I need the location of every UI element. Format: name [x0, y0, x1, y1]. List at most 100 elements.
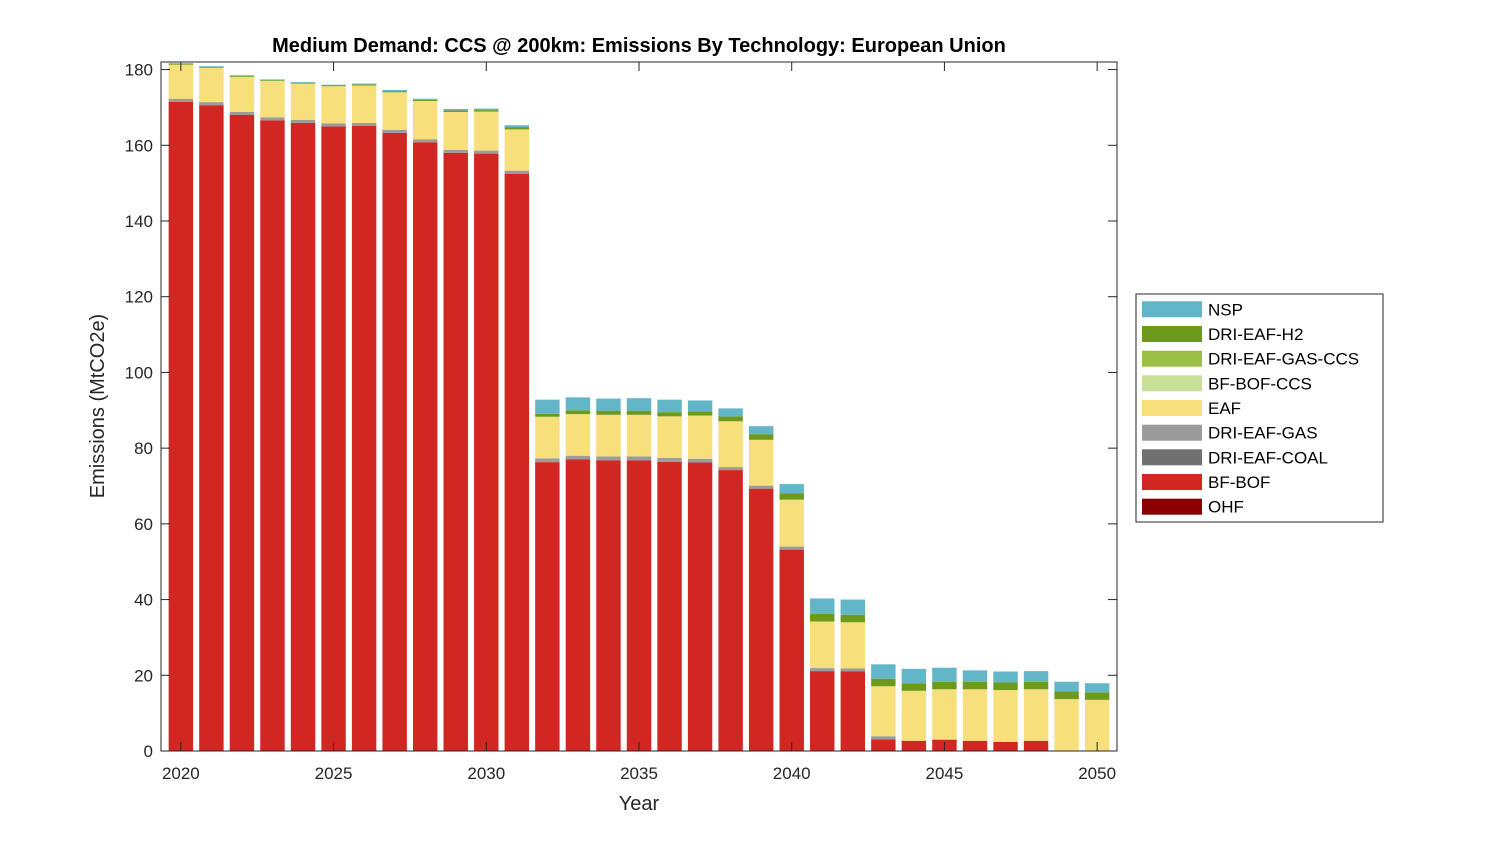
bar-segment-dri-eaf-gas-2039 — [748, 485, 774, 489]
bar-segment-bf-bof-2039 — [748, 488, 774, 751]
bar-segment-bf-bof-2043 — [871, 739, 896, 751]
bar-segment-dri-eaf-h2-2042 — [840, 614, 866, 623]
bar-segment-dri-eaf-h2-2023 — [260, 80, 285, 81]
bar-segment-dri-eaf-gas-2026 — [351, 122, 377, 126]
y-tick-label: 40 — [134, 591, 153, 610]
bar-segment-dri-eaf-gas-2023 — [260, 117, 285, 121]
bar-segment-nsp-2030 — [474, 108, 499, 111]
legend-swatch-eaf — [1142, 400, 1202, 416]
x-axis-label: Year — [619, 793, 660, 815]
bar-segment-nsp-2039 — [748, 426, 774, 435]
bar-segment-bf-bof-2024 — [290, 122, 316, 751]
bar-segment-eaf-2043 — [871, 686, 896, 737]
bar-segment-bf-bof-2046 — [962, 740, 988, 751]
bar-segment-eaf-2033 — [565, 414, 591, 456]
bar-segment-dri-eaf-h2-2050 — [1084, 692, 1110, 700]
legend-label-dri-eaf-h2: DRI-EAF-H2 — [1208, 325, 1303, 344]
bar-segment-nsp-2021 — [199, 66, 224, 67]
legend-label-ohf: OHF — [1208, 498, 1244, 517]
legend-swatch-dri-eaf-gas-ccs — [1142, 350, 1202, 367]
y-tick-label: 0 — [144, 742, 153, 761]
bar-segment-dri-eaf-h2-2038 — [718, 416, 743, 422]
bar-segment-eaf-2022 — [229, 76, 255, 112]
bar-segment-dri-eaf-h2-2045 — [932, 681, 957, 690]
bar-segment-bf-bof-2027 — [382, 132, 407, 752]
bar-segment-eaf-2032 — [535, 416, 560, 459]
bar-segment-bf-bof-2026 — [351, 125, 377, 752]
bar-segment-dri-eaf-gas-2036 — [657, 457, 682, 462]
x-tick-label: 2045 — [926, 764, 964, 783]
x-tick-label: 2040 — [773, 764, 811, 783]
bar-segment-dri-eaf-h2-2030 — [474, 110, 499, 112]
bar-segment-bf-bof-2037 — [687, 462, 713, 751]
legend-swatch-ohf — [1142, 498, 1202, 515]
y-tick-label: 180 — [125, 61, 153, 80]
chart-title: Medium Demand: CCS @ 200km: Emissions By… — [272, 35, 1006, 57]
bar-segment-dri-eaf-gas-2034 — [596, 456, 621, 461]
legend: NSP DRI-EAF-H2 DRI-EAF-GAS-CCS BF-BOF-CCS EA… — [1135, 293, 1384, 523]
bar-segment-bf-bof-2032 — [535, 462, 560, 751]
legend-swatch-bf-bof-ccs — [1142, 375, 1202, 392]
bar-segment-bf-bof-2038 — [718, 470, 743, 751]
bar-segment-nsp-2032 — [535, 399, 560, 414]
legend-label-dri-eaf-gas: DRI-EAF-GAS — [1208, 424, 1318, 443]
bar-segment-dri-eaf-h2-2026 — [351, 84, 377, 86]
bar-segment-dri-eaf-h2-2036 — [657, 412, 682, 417]
bar-segment-eaf-2027 — [382, 92, 407, 130]
bar-segment-nsp-2049 — [1054, 681, 1079, 692]
bar-segment-nsp-2050 — [1084, 683, 1110, 693]
bar-segment-bf-bof-2036 — [657, 461, 682, 751]
bar-segment-dri-eaf-gas-2040 — [779, 546, 804, 550]
bar-segment-eaf-2048 — [1023, 689, 1049, 741]
bar-segment-nsp-2029 — [443, 108, 468, 111]
bar-segment-dri-eaf-h2-2034 — [596, 410, 621, 415]
bar-segment-nsp-2024 — [290, 82, 316, 83]
bar-segment-eaf-2031 — [504, 129, 530, 171]
legend-swatch-dri-eaf-coal — [1142, 449, 1202, 466]
legend-label-nsp: NSP — [1208, 300, 1243, 319]
bar-segment-eaf-2042 — [840, 622, 866, 669]
bar-segment-nsp-2047 — [993, 671, 1018, 683]
y-tick-label: 100 — [125, 363, 153, 382]
bar-segment-eaf-2037 — [687, 415, 713, 459]
y-tick-label: 60 — [134, 515, 153, 534]
legend-label-bf-bof: BF-BOF — [1208, 473, 1270, 492]
bar-segment-nsp-2033 — [565, 397, 591, 411]
bar-segment-bf-bof-2044 — [901, 740, 927, 751]
bar-segment-dri-eaf-h2-2025 — [321, 85, 346, 87]
bar-segment-dri-eaf-h2-2044 — [901, 683, 927, 691]
bar-segment-nsp-2043 — [871, 664, 896, 679]
bar-segment-eaf-2021 — [199, 67, 224, 103]
bar-segment-eaf-2029 — [443, 111, 468, 150]
bar-segment-dri-eaf-gas-2030 — [474, 150, 499, 154]
bar-segment-dri-eaf-h2-2037 — [687, 411, 713, 416]
y-tick-label: 80 — [134, 439, 153, 458]
bar-segment-eaf-2047 — [993, 690, 1018, 742]
bar-segment-nsp-2038 — [718, 408, 743, 417]
bar-segment-eaf-2041 — [810, 621, 835, 669]
bar-segment-eaf-2044 — [901, 690, 927, 741]
bar-segment-nsp-2046 — [962, 670, 988, 682]
x-tick-label: 2050 — [1078, 764, 1116, 783]
bar-segment-dri-eaf-gas-2031 — [504, 170, 530, 174]
bar-segment-bf-bof-2029 — [443, 152, 468, 752]
bar-segment-eaf-2028 — [412, 100, 438, 140]
bar-segment-eaf-2024 — [290, 83, 316, 120]
bar-segment-nsp-2036 — [657, 399, 682, 413]
legend-swatch-dri-eaf-h2 — [1142, 326, 1202, 342]
bar-segment-nsp-2040 — [779, 484, 804, 494]
bar-segment-eaf-2025 — [321, 86, 346, 124]
bar-segment-dri-eaf-h2-2043 — [871, 678, 896, 687]
bar-segment-eaf-2039 — [748, 439, 774, 486]
bar-segment-eaf-2026 — [351, 85, 377, 123]
x-tick-label: 2035 — [620, 764, 658, 783]
bar-segment-bf-bof-2023 — [260, 120, 285, 752]
bar-segment-dri-eaf-h2-2047 — [993, 682, 1018, 691]
bar-segment-bf-bof-2022 — [229, 115, 255, 751]
bar-segment-nsp-2027 — [382, 90, 407, 92]
bar-segment-dri-eaf-gas-2041 — [810, 668, 835, 672]
legend-label-eaf: EAF — [1208, 399, 1241, 418]
bar-segment-bf-bof-2021 — [199, 105, 224, 751]
bar-segment-eaf-2034 — [596, 414, 621, 457]
